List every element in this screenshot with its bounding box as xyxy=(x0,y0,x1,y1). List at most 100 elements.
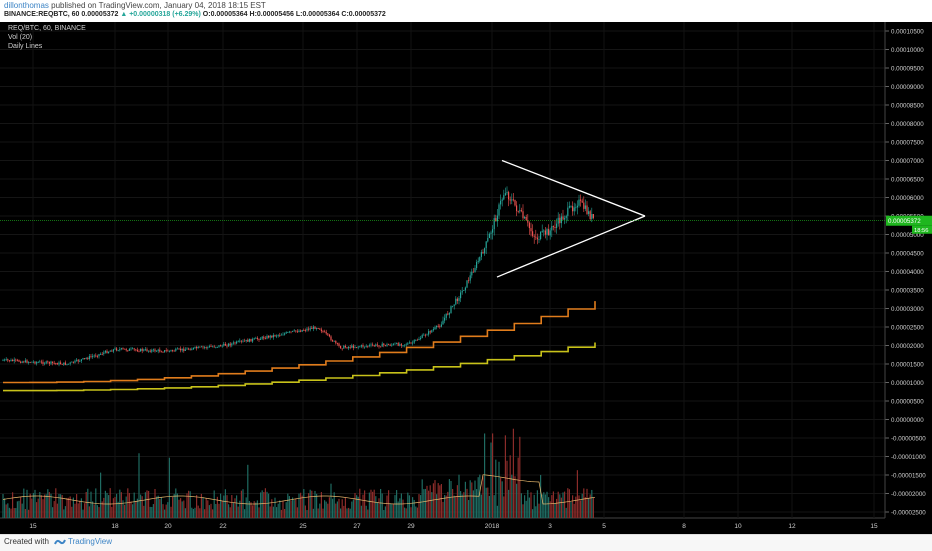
candle-body xyxy=(335,340,337,344)
candle-body xyxy=(477,260,479,262)
volume-bar xyxy=(279,500,281,518)
volume-bar xyxy=(295,499,297,518)
candle-body xyxy=(412,342,414,344)
candle-body xyxy=(128,348,130,351)
volume-bar xyxy=(375,496,377,518)
candle-body xyxy=(95,355,97,357)
high-label: H: xyxy=(249,11,257,18)
volume-bar xyxy=(431,492,433,518)
candle-body xyxy=(482,252,484,254)
candle-body xyxy=(556,223,558,228)
candle-body xyxy=(396,342,398,344)
volume-bar xyxy=(252,505,254,518)
y-tick-label: -0.00001000 xyxy=(891,454,926,461)
volume-bar xyxy=(156,496,158,518)
candle-body xyxy=(199,346,201,348)
candle-body xyxy=(394,343,396,345)
volume-bar xyxy=(271,499,273,518)
volume-bar xyxy=(364,490,366,518)
triangle-upper-line xyxy=(501,159,646,217)
volume-bar xyxy=(415,506,417,518)
x-tick-label: 25 xyxy=(299,523,307,530)
y-tick-label: 0.00009000 xyxy=(891,84,924,91)
candle-body xyxy=(533,235,535,237)
volume-bar xyxy=(452,488,454,518)
volume-bar xyxy=(272,506,274,518)
volume-bar xyxy=(10,508,12,518)
candle-body xyxy=(127,350,129,352)
candle-body xyxy=(538,238,540,240)
volume-bar xyxy=(85,491,87,518)
candle-body xyxy=(120,348,122,350)
volume-bar xyxy=(324,500,326,518)
volume-bar xyxy=(282,501,284,518)
candle-body xyxy=(588,211,590,214)
volume-bar xyxy=(442,501,444,518)
volume-bar xyxy=(487,487,489,518)
volume-bar xyxy=(511,474,513,518)
candle-body xyxy=(504,193,506,196)
candle-body xyxy=(485,241,487,249)
x-tick-label: 3 xyxy=(548,523,552,530)
volume-bar xyxy=(352,499,354,518)
volume-bar xyxy=(66,497,68,518)
volume-bar xyxy=(448,479,450,518)
volume-bar xyxy=(79,500,81,518)
candle-body xyxy=(309,328,311,330)
volume-bar xyxy=(151,506,153,518)
price-chart-svg[interactable]: 0.00010500 0.00010000 0.00009500 0.00009000… xyxy=(0,22,932,534)
volume-bar xyxy=(424,488,426,518)
volume-bar xyxy=(440,483,442,518)
candle-body xyxy=(207,346,209,348)
candle-body xyxy=(160,351,162,353)
volume-bar xyxy=(74,503,76,518)
candle-body xyxy=(290,331,292,333)
volume-bar xyxy=(48,492,50,518)
volume-bar xyxy=(413,499,415,518)
candle-body xyxy=(274,335,276,337)
volume-bar xyxy=(168,457,170,518)
candle-body xyxy=(530,228,532,232)
volume-bar xyxy=(232,502,234,518)
candle-body xyxy=(226,345,228,347)
volume-bar xyxy=(244,509,246,518)
y-tick-label: 0.00003500 xyxy=(891,288,924,295)
candle-body xyxy=(548,229,550,236)
current-price-text: 0.00005372 xyxy=(888,218,921,225)
candle-body xyxy=(72,361,74,363)
candle-body xyxy=(183,348,185,351)
volume-bar xyxy=(556,498,558,518)
volume-bar xyxy=(293,500,295,518)
candle-body xyxy=(560,216,562,224)
candle-body xyxy=(319,328,321,330)
candle-body xyxy=(564,218,566,220)
candle-body xyxy=(125,349,127,351)
tradingview-brand-link[interactable]: TradingView xyxy=(68,537,113,546)
volume-bar xyxy=(154,488,156,518)
candle-body xyxy=(567,207,569,216)
y-tick-label: 0.00007000 xyxy=(891,158,924,165)
y-tick-label: 0.00004500 xyxy=(891,251,924,258)
volume-bar xyxy=(266,491,268,518)
candle-body xyxy=(213,346,215,348)
volume-bar xyxy=(247,464,249,518)
candle-body xyxy=(340,345,342,349)
candle-body xyxy=(133,348,135,350)
candle-body xyxy=(218,345,220,347)
volume-bar xyxy=(96,505,98,518)
candle-body xyxy=(341,348,343,350)
author-link[interactable]: dillonthomas xyxy=(4,1,49,10)
candle-body xyxy=(130,348,132,350)
y-tick-label: 0.00010000 xyxy=(891,47,924,54)
volume-bar xyxy=(274,497,276,518)
candle-body xyxy=(84,358,86,359)
candle-body xyxy=(589,211,591,220)
volume-bar xyxy=(466,488,468,518)
candle-body xyxy=(170,350,172,351)
candle-body xyxy=(231,343,233,346)
volume-bar xyxy=(301,495,303,518)
volume-bar xyxy=(576,470,578,518)
candle-body xyxy=(167,350,169,352)
candle-body xyxy=(82,358,84,360)
chart-area[interactable]: 0.00010500 0.00010000 0.00009500 0.00009000… xyxy=(0,22,932,534)
